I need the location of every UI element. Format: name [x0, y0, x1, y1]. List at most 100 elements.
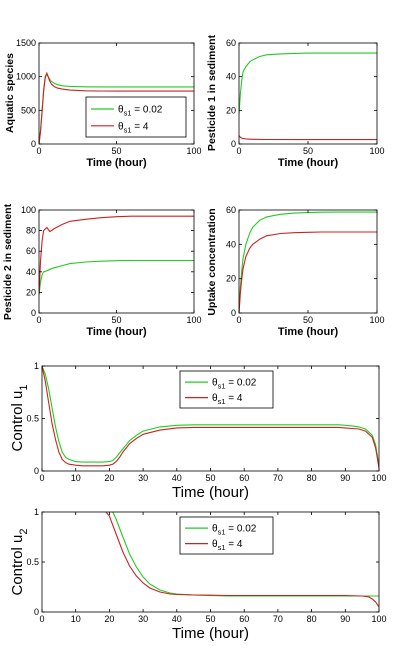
legend-box	[85, 96, 187, 138]
legend: θs1 = 0.02 θs1 = 4	[85, 96, 187, 138]
x-tick-label: 10	[71, 473, 81, 483]
x-tick-label: 70	[273, 473, 283, 483]
x-tick-label: 80	[307, 473, 317, 483]
y-tick-label: 60	[226, 38, 236, 48]
y-tick-label: 1500	[16, 38, 36, 48]
x-tick-label: 90	[340, 473, 350, 483]
legend-label: θs1 = 4	[212, 393, 243, 406]
series-line-theta-4	[39, 71, 194, 144]
legend-box	[179, 370, 274, 409]
y-tick-label: 40	[26, 267, 36, 277]
series-line-theta-4	[39, 215, 194, 295]
x-tick-label: 0	[39, 473, 44, 483]
x-tick-label: 50	[205, 473, 215, 483]
y-tick-label: 500	[21, 105, 36, 115]
y-tick-label: 1000	[16, 72, 36, 82]
y-tick-label: 1	[34, 361, 39, 371]
plot-frame	[238, 42, 378, 145]
y-label-sub: 1	[18, 385, 30, 391]
x-tick-label: 30	[138, 473, 148, 483]
legend-label: θs1 = 0.02	[212, 524, 257, 537]
x-tick-label: 50	[111, 146, 121, 156]
y-tick-label: 20	[226, 105, 236, 115]
subplot-5: 0 10 20 30 40 50 60 70 80 90 100 0 0.5 1 Time (hour) Co…	[9, 361, 387, 501]
legend-box	[179, 516, 274, 555]
x-tick-label: 0	[36, 315, 41, 325]
subplot-3: 0 50 100 0 20 40 60 80 100 Time (hour) Pesticide 2…	[2, 203, 202, 338]
legend-label: θs1 = 4	[212, 539, 243, 552]
series-line-theta-0-02	[42, 366, 379, 466]
y-label-main: Control u	[9, 391, 26, 452]
y-label-main: Control u	[9, 535, 26, 596]
y-axis-label: Uptake concentration	[206, 208, 218, 315]
x-tick-label: 50	[205, 614, 215, 624]
y-tick-label: 1	[34, 507, 39, 517]
y-tick-label: 60	[226, 205, 236, 215]
subplot-4: 0 50 100 0 20 40 60 Time (hour) Uptake concentra…	[206, 205, 385, 338]
x-tick-label: 90	[340, 614, 350, 624]
x-axis-label: Time (hour)	[86, 326, 147, 338]
legend: θs1 = 0.02 θs1 = 4	[179, 370, 274, 409]
y-tick-label: 0	[34, 607, 39, 617]
x-axis-label: Time (hour)	[172, 484, 249, 501]
y-tick-label: 0	[34, 466, 39, 476]
x-tick-label: 20	[104, 473, 114, 483]
x-tick-label: 40	[172, 614, 182, 624]
x-tick-label: 70	[273, 614, 283, 624]
x-tick-label: 60	[239, 473, 249, 483]
x-tick-label: 40	[172, 473, 182, 483]
x-tick-label: 0	[236, 146, 241, 156]
y-tick-label: 0	[231, 139, 236, 149]
plot-frame	[38, 209, 195, 314]
y-tick-label: 0	[31, 139, 36, 149]
x-axis-label: Time (hour)	[86, 157, 147, 169]
x-tick-label: 50	[303, 315, 313, 325]
series-line-theta-4	[42, 366, 379, 468]
y-tick-label: 100	[21, 205, 36, 215]
legend-label: θs1 = 0.02	[118, 105, 163, 118]
legend-label: θs1 = 0.02	[212, 378, 257, 391]
y-tick-label: 40	[226, 239, 236, 249]
x-tick-label: 20	[104, 614, 114, 624]
x-tick-label: 10	[71, 614, 81, 624]
series-line-theta-0-02	[239, 211, 377, 313]
y-tick-label: 0	[231, 308, 236, 318]
plot-frame	[238, 209, 378, 314]
x-tick-label: 100	[186, 146, 201, 156]
x-tick-label: 0	[36, 146, 41, 156]
y-axis-label: Control u1	[9, 385, 30, 452]
y-tick-label: 0.5	[26, 557, 39, 567]
subplot-6: 0 10 20 30 40 50 60 70 80 90 100 0 0.5 1 Time (hour) Co…	[9, 507, 387, 642]
series-line-theta-4	[105, 512, 379, 608]
y-tick-label: 0	[31, 308, 36, 318]
legend-label: θs1 = 4	[118, 121, 149, 134]
x-tick-label: 0	[236, 315, 241, 325]
y-tick-label: 40	[226, 72, 236, 82]
y-tick-label: 80	[26, 226, 36, 236]
x-tick-label: 50	[303, 146, 313, 156]
y-tick-label: 20	[26, 287, 36, 297]
subplot-2: 0 50 100 0 20 40 60 Time (hour) Pesticide 1 in s…	[206, 34, 385, 169]
x-axis-label: Time (hour)	[278, 326, 339, 338]
x-tick-label: 0	[39, 614, 44, 624]
x-tick-label: 100	[371, 473, 386, 483]
x-tick-label: 100	[371, 614, 386, 624]
y-tick-label: 20	[226, 274, 236, 284]
series-line-theta-0-02	[239, 52, 377, 114]
x-tick-label: 100	[186, 315, 201, 325]
series-line-theta-0-02	[39, 259, 194, 295]
series-line-theta-4	[239, 231, 377, 313]
legend: θs1 = 0.02 θs1 = 4	[179, 516, 274, 555]
y-axis-label: Aquatic species	[4, 53, 16, 133]
x-axis-label: Time (hour)	[172, 625, 249, 642]
y-axis-label: Pesticide 2 in sediment	[2, 203, 14, 320]
x-tick-label: 100	[369, 146, 384, 156]
y-axis-label: Control u2	[9, 529, 30, 596]
x-tick-label: 80	[307, 614, 317, 624]
y-tick-label: 0.5	[26, 414, 39, 424]
y-label-sub: 2	[18, 529, 30, 535]
x-tick-label: 50	[111, 315, 121, 325]
y-axis-label: Pesticide 1 in sediment	[206, 34, 218, 151]
